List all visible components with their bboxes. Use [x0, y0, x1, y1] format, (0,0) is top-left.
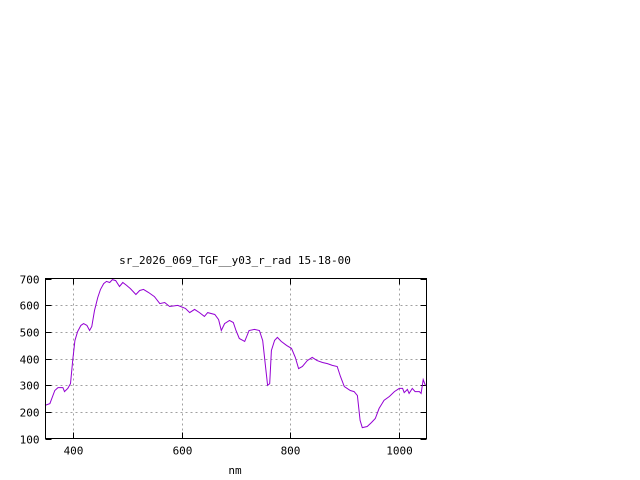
y-tick-label: 500: [20, 327, 40, 340]
chart-title: sr_2026_069_TGF__y03_r_rad 15-18-00: [119, 254, 351, 267]
y-tick-label: 300: [20, 380, 40, 393]
series-line: [44, 279, 426, 429]
y-tick-label: 700: [20, 274, 40, 287]
x-axis-label: nm: [228, 464, 242, 477]
x-tick-label: 800: [281, 445, 301, 458]
x-tick-label: 1000: [386, 445, 413, 458]
y-tick-label: 200: [20, 407, 40, 420]
y-tick-label: 400: [20, 354, 40, 367]
plot-border: [45, 278, 427, 439]
y-tick-label: 100: [20, 434, 40, 447]
x-tick-label: 600: [173, 445, 193, 458]
x-tick-label: 400: [64, 445, 84, 458]
y-tick-label: 600: [20, 300, 40, 313]
